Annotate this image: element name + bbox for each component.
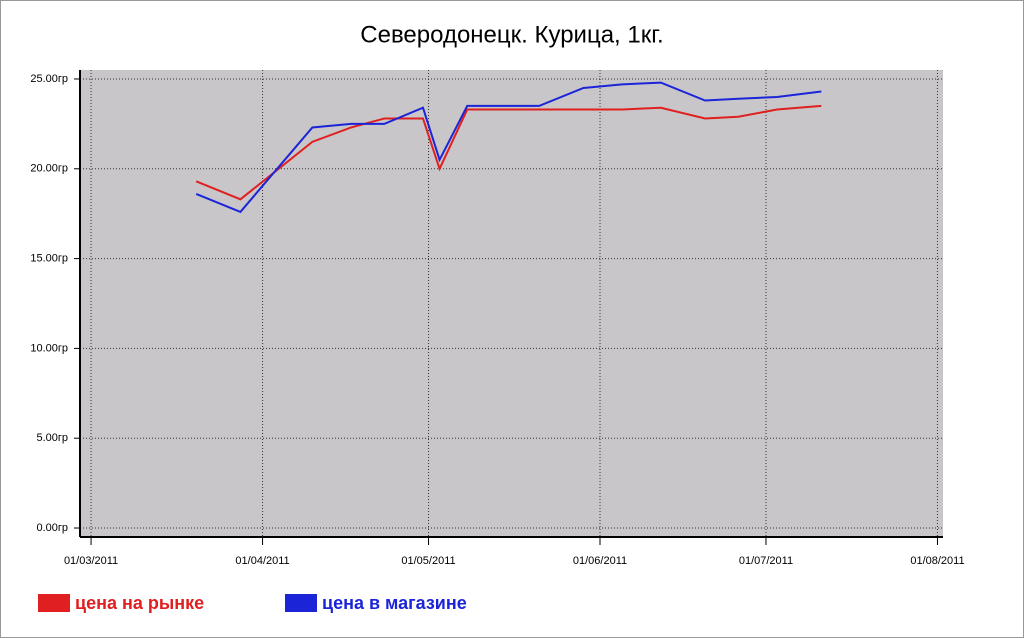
plot-area [80, 70, 943, 537]
x-tick-label: 01/04/2011 [235, 555, 289, 567]
x-tick-label: 01/08/2011 [910, 555, 964, 567]
x-tick-label: 01/07/2011 [739, 555, 793, 567]
series-line [195, 81, 822, 214]
legend-label: цена на рынке [75, 593, 204, 613]
legend-swatch [285, 594, 317, 612]
x-tick-label: 01/06/2011 [573, 555, 627, 567]
y-tick-label: 10.00гр [30, 342, 68, 354]
series-line [195, 104, 822, 201]
chart-title: Северодонецк. Курица, 1кг. [360, 21, 663, 48]
x-tick-label: 01/05/2011 [401, 555, 455, 567]
y-tick-label: 20.00гр [30, 163, 68, 175]
y-tick-label: 5.00гр [36, 432, 68, 444]
y-tick-label: 25.00гр [30, 73, 68, 85]
y-tick-label: 0.00гр [36, 522, 68, 534]
x-tick-label: 01/03/2011 [64, 555, 118, 567]
legend-label: цена в магазине [322, 593, 467, 613]
legend-swatch [38, 594, 70, 612]
y-tick-label: 15.00гр [30, 253, 68, 265]
